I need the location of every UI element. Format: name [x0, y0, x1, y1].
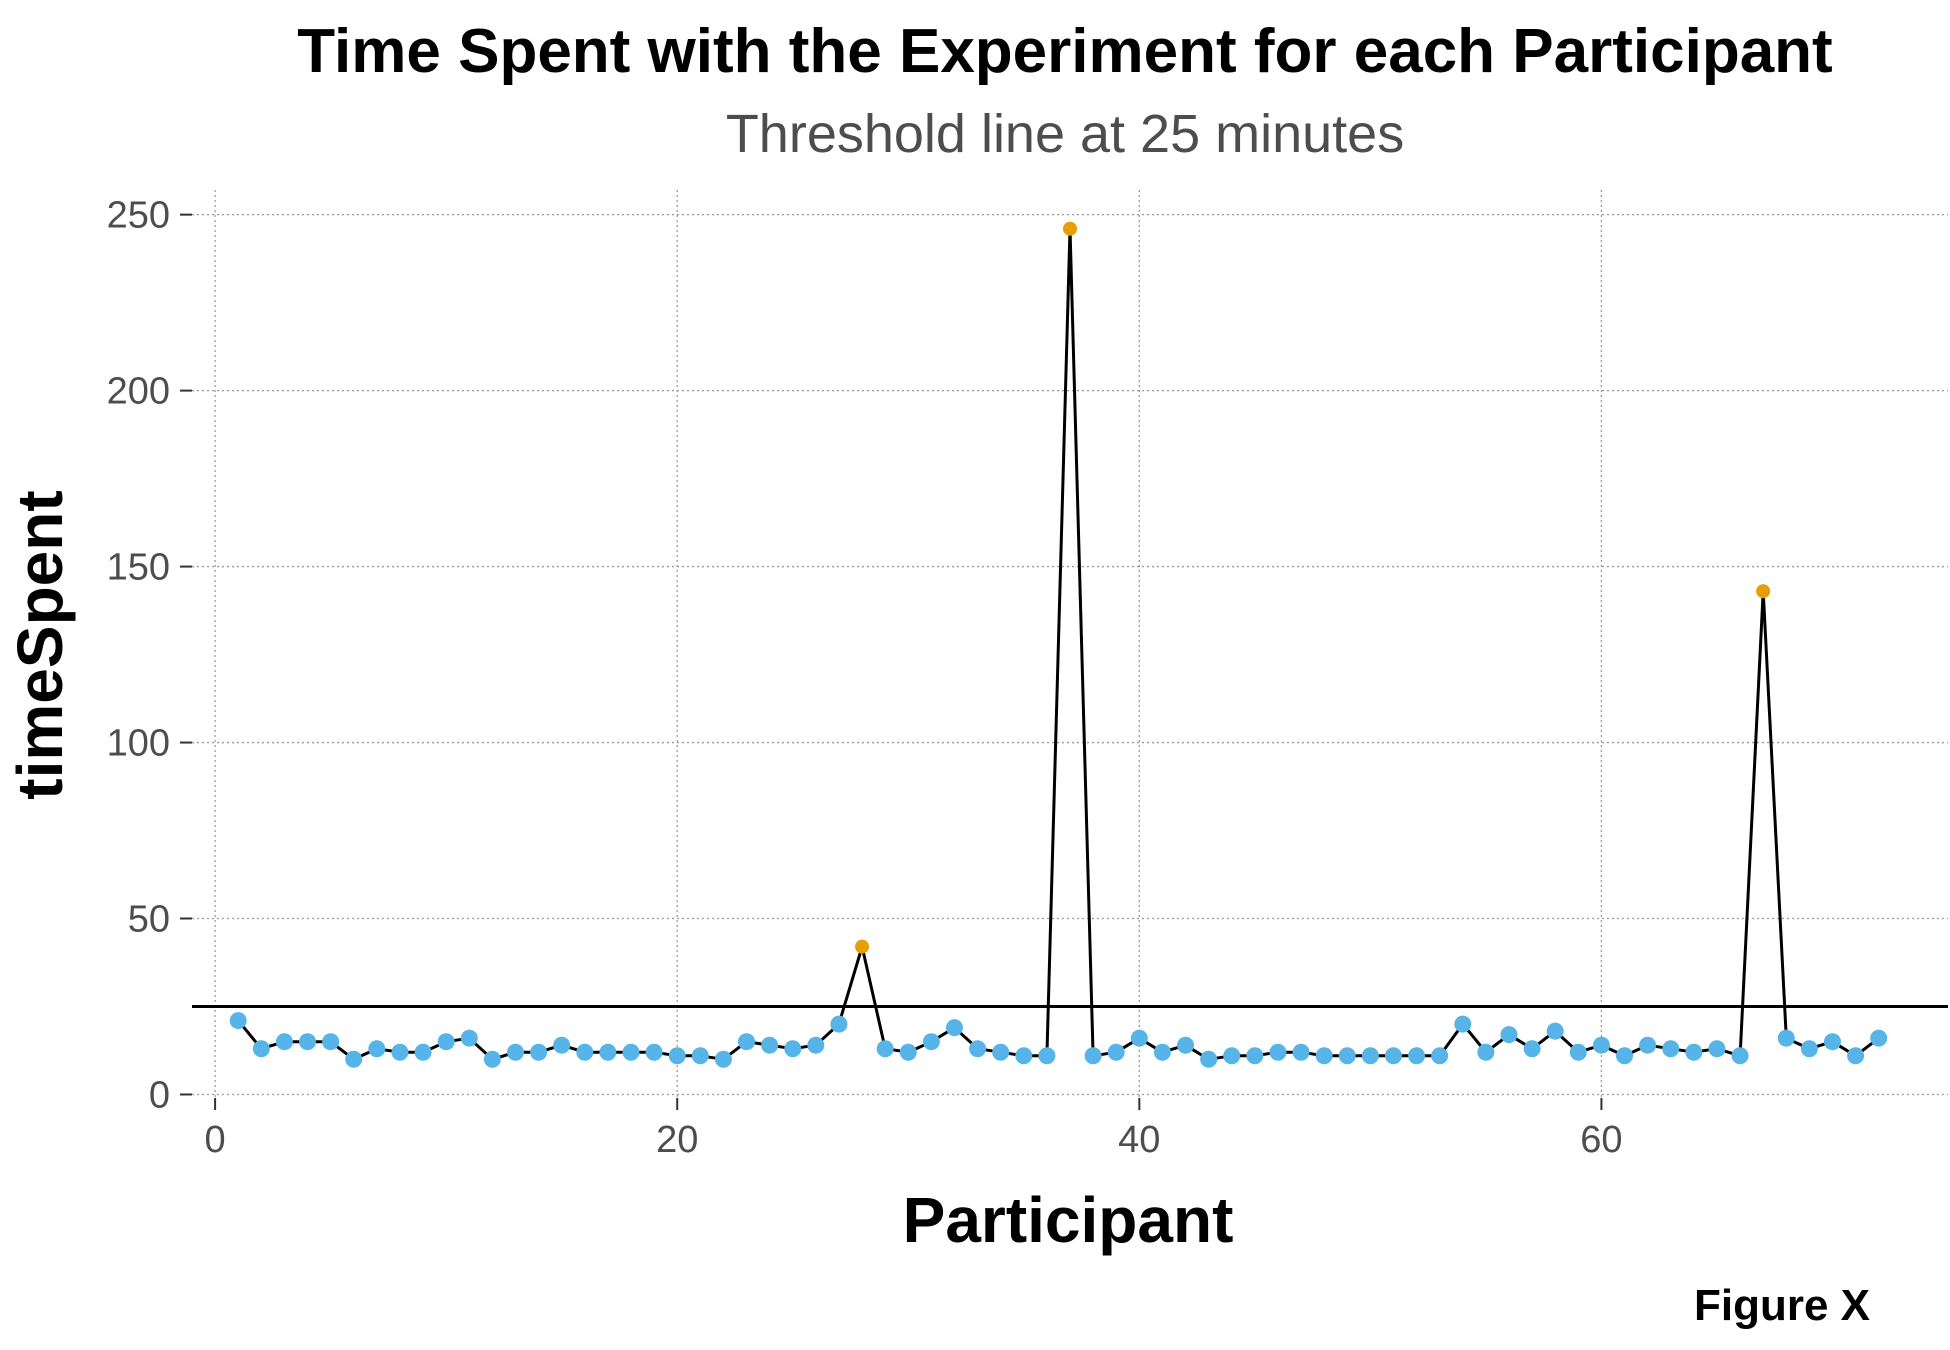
x-tick-label: 0	[205, 1119, 226, 1161]
data-point	[1361, 1047, 1379, 1065]
data-point	[368, 1040, 386, 1058]
data-point	[668, 1047, 686, 1065]
data-point	[738, 1033, 756, 1051]
data-point	[322, 1033, 340, 1051]
data-point	[1177, 1036, 1195, 1054]
data-point	[1269, 1043, 1287, 1061]
data-point	[1130, 1029, 1148, 1047]
data-point	[1616, 1047, 1634, 1065]
outlier-point	[855, 939, 870, 954]
data-point	[437, 1033, 455, 1051]
data-point	[1015, 1047, 1033, 1065]
data-point	[1454, 1015, 1472, 1033]
series-line	[237, 227, 1880, 1061]
y-tick-label: 150	[107, 547, 170, 589]
data-point	[1569, 1043, 1587, 1061]
data-point	[876, 1040, 894, 1058]
data-point	[1708, 1040, 1726, 1058]
data-points	[229, 221, 1888, 1068]
y-tick-label: 50	[128, 899, 170, 941]
data-point	[1477, 1043, 1495, 1061]
data-point	[391, 1043, 409, 1061]
data-point	[899, 1043, 917, 1061]
y-axis-title: timeSpent	[4, 490, 76, 799]
data-point	[1800, 1040, 1818, 1058]
data-point	[460, 1029, 478, 1047]
data-point	[1107, 1043, 1125, 1061]
data-point	[691, 1047, 709, 1065]
data-point	[1384, 1047, 1402, 1065]
x-tick-label: 40	[1118, 1119, 1160, 1161]
data-point	[1592, 1036, 1610, 1054]
data-point	[483, 1050, 501, 1068]
data-point	[1223, 1047, 1241, 1065]
data-point	[830, 1015, 848, 1033]
outlier-point	[1756, 584, 1771, 599]
data-point	[1662, 1040, 1680, 1058]
data-point	[992, 1043, 1010, 1061]
x-tick-label: 60	[1580, 1119, 1622, 1161]
data-point	[1200, 1050, 1218, 1068]
y-tick-label: 250	[107, 195, 170, 237]
data-point	[761, 1036, 779, 1054]
data-point	[1153, 1043, 1171, 1061]
data-point	[506, 1043, 524, 1061]
data-point	[1431, 1047, 1449, 1065]
grid-lines	[192, 190, 1948, 1098]
data-point	[1500, 1026, 1518, 1044]
data-point	[1777, 1029, 1795, 1047]
data-point	[1084, 1047, 1102, 1065]
y-tick-label: 100	[107, 723, 170, 765]
chart-title: Time Spent with the Experiment for each …	[297, 17, 1832, 86]
data-point	[275, 1033, 293, 1051]
data-point	[553, 1036, 571, 1054]
data-point	[345, 1050, 363, 1068]
data-point	[1315, 1047, 1333, 1065]
data-point	[576, 1043, 594, 1061]
data-point	[1823, 1033, 1841, 1051]
data-point	[414, 1043, 432, 1061]
data-point	[299, 1033, 317, 1051]
data-point	[645, 1043, 663, 1061]
x-axis-title: Participant	[903, 1184, 1234, 1256]
data-point	[1731, 1047, 1749, 1065]
data-point	[1246, 1047, 1264, 1065]
data-point	[922, 1033, 940, 1051]
chart-subtitle: Threshold line at 25 minutes	[726, 104, 1404, 164]
data-point	[784, 1040, 802, 1058]
data-point	[599, 1043, 617, 1061]
data-point	[969, 1040, 987, 1058]
data-point	[714, 1050, 732, 1068]
data-point	[229, 1012, 247, 1030]
x-tick-label: 20	[656, 1119, 698, 1161]
data-point	[1546, 1022, 1564, 1040]
data-point	[1523, 1040, 1541, 1058]
data-point	[1408, 1047, 1426, 1065]
data-point	[1685, 1043, 1703, 1061]
y-tick-label: 200	[107, 371, 170, 413]
figure-caption: Figure X	[1694, 1281, 1870, 1330]
data-point	[1338, 1047, 1356, 1065]
series-line-group	[237, 227, 1880, 1061]
y-tick-label: 0	[149, 1074, 170, 1116]
data-point	[945, 1019, 963, 1037]
outlier-point	[1063, 221, 1077, 236]
data-point	[1870, 1029, 1888, 1047]
axes: 0 50 100 150 200 250 0 20 40 60	[107, 195, 1623, 1161]
data-point	[1847, 1047, 1865, 1065]
data-point	[530, 1043, 548, 1061]
data-point	[1038, 1047, 1056, 1065]
data-point	[252, 1040, 270, 1058]
data-point	[622, 1043, 640, 1061]
data-point	[1292, 1043, 1310, 1061]
data-point	[1639, 1036, 1657, 1054]
data-point	[807, 1036, 825, 1054]
